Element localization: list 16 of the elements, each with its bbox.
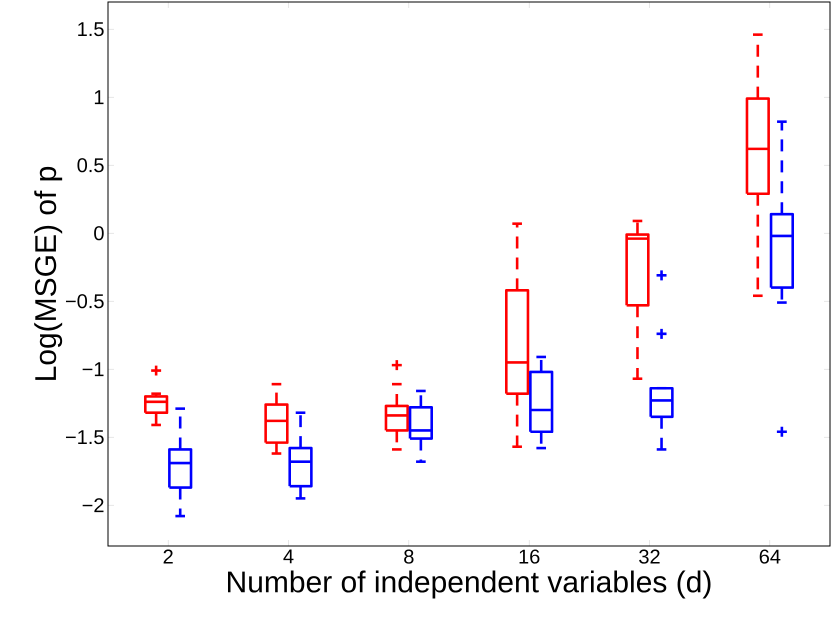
x-tick-label: 8 (404, 550, 414, 564)
y-tick-label: −1 (82, 362, 104, 376)
y-tick-label: −1.5 (66, 430, 104, 444)
y-tick-label: 0.5 (77, 158, 104, 172)
x-axis-title: Number of independent variables (d) (228, 570, 711, 598)
y-tick-label: 1 (94, 90, 104, 104)
y-tick-label: −0.5 (66, 294, 104, 308)
y-tick-label: 0 (94, 226, 104, 240)
y-tick-label: 1.5 (78, 22, 104, 36)
y-tick-label: −2 (82, 498, 104, 512)
x-tick-label: 64 (760, 550, 780, 564)
x-tick-label: 4 (283, 550, 294, 564)
x-tick-label: 2 (164, 550, 173, 564)
x-tick-label: 32 (639, 550, 660, 564)
x-tick-label: 16 (520, 550, 540, 564)
y-axis-title: Log(MSGE) of p (34, 166, 62, 380)
